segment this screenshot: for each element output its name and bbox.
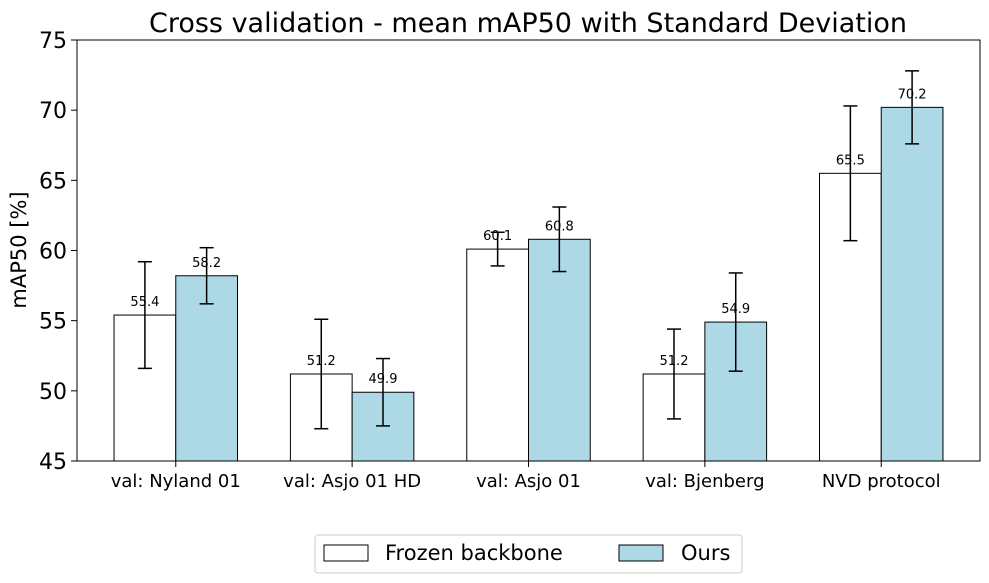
y-tick-label-60: 60: [39, 240, 67, 265]
data-label-ours-val-asjo-01: 60.8: [545, 219, 574, 234]
plot-frame: [76, 39, 981, 462]
data-label-frozen-backbone-val-nyland-01: 55.4: [130, 295, 159, 310]
legend-swatch-ours: [618, 544, 664, 562]
data-label-frozen-backbone-val-asjo-01: 60.1: [483, 229, 512, 244]
x-tick-label-val-asjo-01: val: Asjo 01: [476, 471, 581, 492]
y-axis-label: mAP50 [%]: [7, 191, 31, 308]
data-label-frozen-backbone-nvd-protocol: 65.5: [836, 153, 865, 168]
y-tick-label-75: 75: [39, 29, 67, 54]
y-tick-label-65: 65: [39, 169, 67, 194]
data-label-ours-val-bjenberg: 54.9: [721, 302, 750, 317]
y-tick-label-45: 45: [39, 450, 67, 475]
legend-label-frozen-backbone: Frozen backbone: [385, 541, 563, 565]
chart-title: Cross validation - mean mAP50 with Stand…: [149, 8, 907, 39]
y-tick-label-55: 55: [39, 310, 67, 335]
bar-ours-val-nyland-01: [175, 275, 238, 462]
data-label-frozen-backbone-val-bjenberg: 51.2: [660, 354, 689, 369]
x-tick-label-val-asjo-01-hd: val: Asjo 01 HD: [283, 471, 421, 492]
legend-label-ours: Ours: [681, 541, 730, 565]
y-tick-label-50: 50: [39, 380, 67, 405]
x-tick-label-val-nyland-01: val: Nyland 01: [111, 471, 241, 492]
data-label-ours-val-asjo-01-hd: 49.9: [369, 372, 398, 387]
legend-swatch-frozen-backbone: [323, 544, 369, 562]
x-tick-label-val-bjenberg: val: Bjenberg: [645, 471, 764, 492]
legend: Frozen backbone Ours: [314, 534, 743, 574]
x-tick-label-nvd-protocol: NVD protocol: [822, 471, 941, 492]
plot-area: 45 50 55 60 65 70 75 val: Nyland 01 55.4 58.2 val:…: [39, 29, 944, 492]
bar-ours-val-asjo-01: [528, 238, 591, 462]
bar-ours-nvd-protocol: [880, 106, 944, 462]
y-tick-label-70: 70: [39, 99, 67, 124]
data-label-ours-val-nyland-01: 58.2: [192, 256, 221, 271]
data-label-ours-nvd-protocol: 70.2: [898, 87, 927, 102]
bar-frozen-backbone-val-asjo-01: [466, 248, 529, 462]
data-label-frozen-backbone-val-asjo-01-hd: 51.2: [307, 354, 336, 369]
